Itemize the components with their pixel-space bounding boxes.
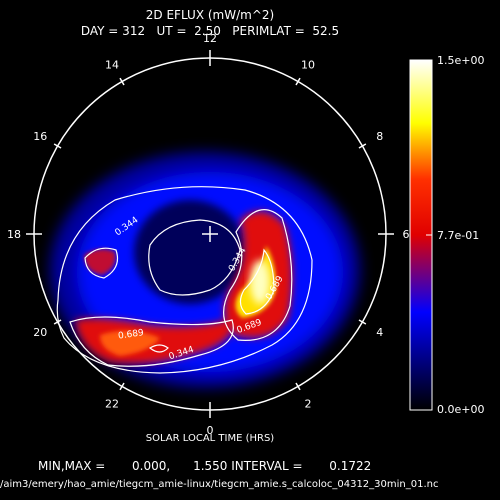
chart-subtitle: DAY = 312 UT = 2.50 PERIMLAT = 52.5: [80, 24, 340, 38]
local-time-tick: [358, 319, 367, 325]
colorbar-min-label: 0.0e+00: [437, 403, 484, 416]
contour-lines: [56, 186, 313, 374]
local-time-tick: [358, 143, 367, 149]
chart-title: 2D EFLUX (mW/m^2): [145, 8, 275, 22]
contour-label: 0.689: [118, 328, 145, 342]
min-max-readout: MIN,MAX = 0.000, 1.550 INTERVAL = 0.1722: [38, 459, 372, 473]
local-time-label: 20: [33, 326, 47, 339]
contour-outer-344: [56, 186, 313, 374]
contour-1033: [239, 248, 275, 315]
colorbar-max-label: 1.5e+00: [437, 54, 484, 67]
local-time-label: 10: [301, 58, 315, 71]
contour-1033-night: [148, 344, 169, 353]
contour-689-dusk: [84, 247, 119, 279]
local-time-label: 14: [105, 58, 119, 71]
local-time-tick: [295, 77, 301, 86]
local-time-tick: [295, 382, 301, 391]
local-time-tick: [53, 143, 62, 149]
local-time-label: 16: [33, 130, 47, 143]
colorbar-mid-label: 7.7e-01: [437, 229, 479, 242]
local-time-label: 6: [403, 228, 410, 241]
pole-marker: [202, 226, 218, 242]
local-time-label: 4: [376, 326, 383, 339]
local-time-tick: [119, 77, 125, 86]
file-path: /aim3/emery/hao_amie/tiegcm_amie-linux/t…: [0, 479, 439, 490]
contour-689-night: [69, 316, 234, 367]
x-axis-label: SOLAR LOCAL TIME (HRS): [145, 433, 275, 444]
contour-689-dawn: [223, 209, 293, 341]
local-time-label: 12: [203, 32, 217, 45]
local-time-label: 0: [207, 424, 214, 437]
local-time-label: 2: [305, 398, 312, 411]
local-time-tick: [53, 319, 62, 325]
local-time-label: 18: [7, 228, 21, 241]
local-time-tick: [119, 382, 125, 391]
local-time-label: 8: [376, 130, 383, 143]
local-time-label: 22: [105, 398, 119, 411]
contour-inner-344: [148, 219, 241, 296]
